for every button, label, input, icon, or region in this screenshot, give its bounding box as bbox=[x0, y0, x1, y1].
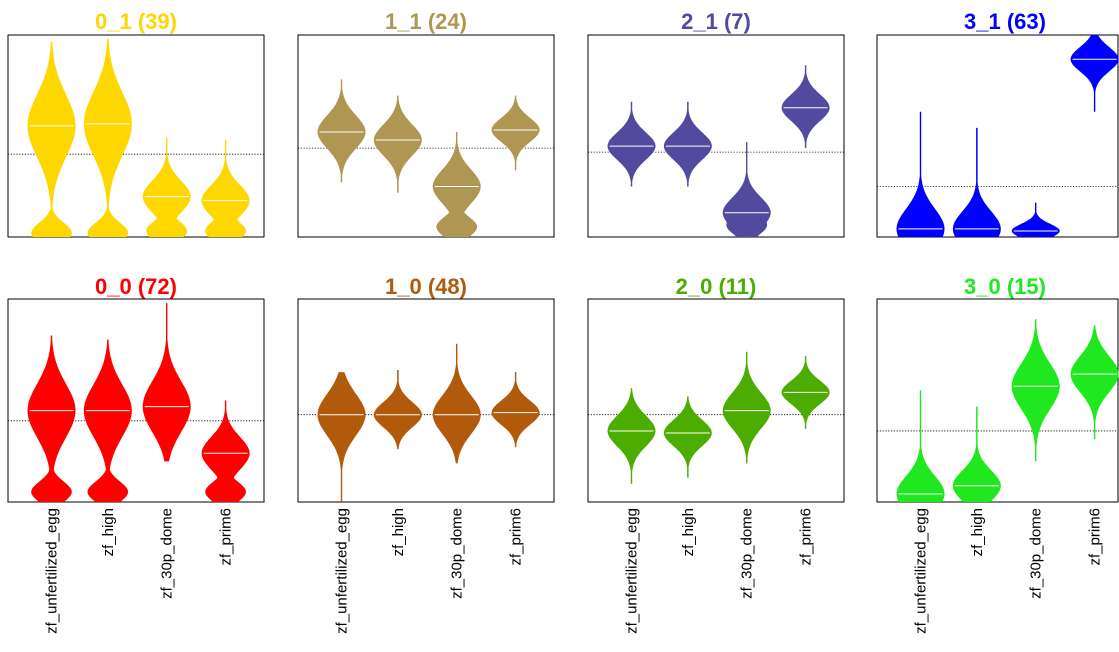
x-tick-label: zf_unfertilized_egg bbox=[44, 508, 61, 634]
panel-frame bbox=[587, 34, 845, 238]
panel-title: 1_0 (48) bbox=[385, 274, 467, 299]
violin-zf_unfertilized_egg bbox=[27, 41, 76, 237]
violin-zf_30p_dome bbox=[142, 138, 191, 237]
violin-zf_unfertilized_egg bbox=[607, 388, 656, 484]
x-tick-label: zf_unfertilized_egg bbox=[913, 508, 930, 634]
violin-panel: 3_0 (15) zf_unfertilized_egg zf_high zf_30p… bbox=[876, 274, 1119, 634]
panel-title: 3_1 (63) bbox=[964, 9, 1046, 34]
panel-title: 2_1 (7) bbox=[681, 9, 751, 34]
x-tick-label: zf_high bbox=[969, 508, 986, 556]
violin-zf_30p_dome bbox=[432, 343, 481, 464]
violin-zf_unfertilized_egg bbox=[896, 390, 945, 502]
violin-panel: 2_1 (7) bbox=[587, 9, 845, 238]
panel-frame bbox=[7, 298, 265, 503]
violin-panel: 0_0 (72) zf_unfertilized_egg zf_high zf_30p… bbox=[7, 274, 265, 634]
violin-zf_prim6 bbox=[201, 140, 250, 237]
violin-zf_unfertilized_egg bbox=[317, 372, 366, 502]
violin-zf_prim6 bbox=[1070, 325, 1119, 440]
violin-panel: 0_1 (39) bbox=[7, 9, 265, 238]
violin-zf_high bbox=[952, 406, 1001, 502]
x-tick-label: zf_30p_dome bbox=[449, 508, 466, 599]
violin-zf_high bbox=[83, 339, 132, 502]
x-tick-label: zf_unfertilized_egg bbox=[334, 508, 351, 634]
panel-frame bbox=[297, 34, 555, 238]
panel-title: 0_1 (39) bbox=[95, 9, 177, 34]
violin-zf_high bbox=[663, 101, 712, 187]
violin-zf_high bbox=[373, 370, 422, 450]
x-tick-label: zf_high bbox=[680, 508, 697, 556]
panel-frame bbox=[587, 298, 845, 503]
x-tick-label: zf_unfertilized_egg bbox=[624, 508, 641, 634]
violin-panel: 2_0 (11) zf_unfertilized_egg zf_high zf_30p… bbox=[587, 274, 845, 634]
panel-title: 1_1 (24) bbox=[385, 9, 467, 34]
violin-zf_30p_dome bbox=[722, 351, 771, 464]
violin-zf_prim6 bbox=[491, 95, 540, 171]
violin-panel: 1_1 (24) bbox=[297, 9, 555, 238]
violin-zf_high bbox=[952, 127, 1001, 237]
violin-panel: 3_1 (63) bbox=[876, 9, 1119, 238]
violin-zf_prim6 bbox=[201, 400, 250, 502]
violin-zf_30p_dome bbox=[142, 303, 191, 462]
violin-zf_30p_dome bbox=[722, 142, 771, 237]
violin-zf_30p_dome bbox=[1011, 319, 1060, 462]
panel-frame bbox=[876, 298, 1119, 503]
x-tick-label: zf_high bbox=[100, 508, 117, 556]
violin-zf_unfertilized_egg bbox=[607, 101, 656, 187]
x-tick-label: zf_prim6 bbox=[1087, 508, 1104, 566]
x-tick-label: zf_30p_dome bbox=[159, 508, 176, 599]
violin-zf_unfertilized_egg bbox=[317, 79, 366, 183]
violin-zf_prim6 bbox=[491, 372, 540, 448]
x-tick-label: zf_prim6 bbox=[218, 508, 235, 566]
panel-title: 2_0 (11) bbox=[676, 274, 757, 299]
x-tick-label: zf_prim6 bbox=[798, 508, 815, 566]
violin-zf_high bbox=[83, 39, 132, 237]
violin-zf_unfertilized_egg bbox=[27, 335, 76, 502]
panel-title: 0_0 (72) bbox=[95, 274, 177, 299]
x-tick-label: zf_30p_dome bbox=[739, 508, 756, 599]
violin-panel: 1_0 (48) zf_unfertilized_egg zf_high zf_30p… bbox=[297, 274, 555, 634]
violin-zf_prim6 bbox=[781, 65, 830, 149]
violin-zf_high bbox=[663, 396, 712, 478]
panel-title: 3_0 (15) bbox=[964, 274, 1046, 299]
violin-zf_unfertilized_egg bbox=[896, 111, 945, 237]
violin-zf_high bbox=[373, 95, 422, 193]
x-tick-label: zf_high bbox=[390, 508, 407, 556]
violin-zf_30p_dome bbox=[432, 132, 481, 237]
panel-frame bbox=[297, 298, 555, 503]
panel-frame bbox=[7, 34, 265, 238]
violin-zf_30p_dome bbox=[1011, 202, 1060, 237]
violin-zf_prim6 bbox=[1070, 35, 1119, 112]
x-tick-label: zf_30p_dome bbox=[1028, 508, 1045, 599]
x-tick-label: zf_prim6 bbox=[508, 508, 525, 566]
